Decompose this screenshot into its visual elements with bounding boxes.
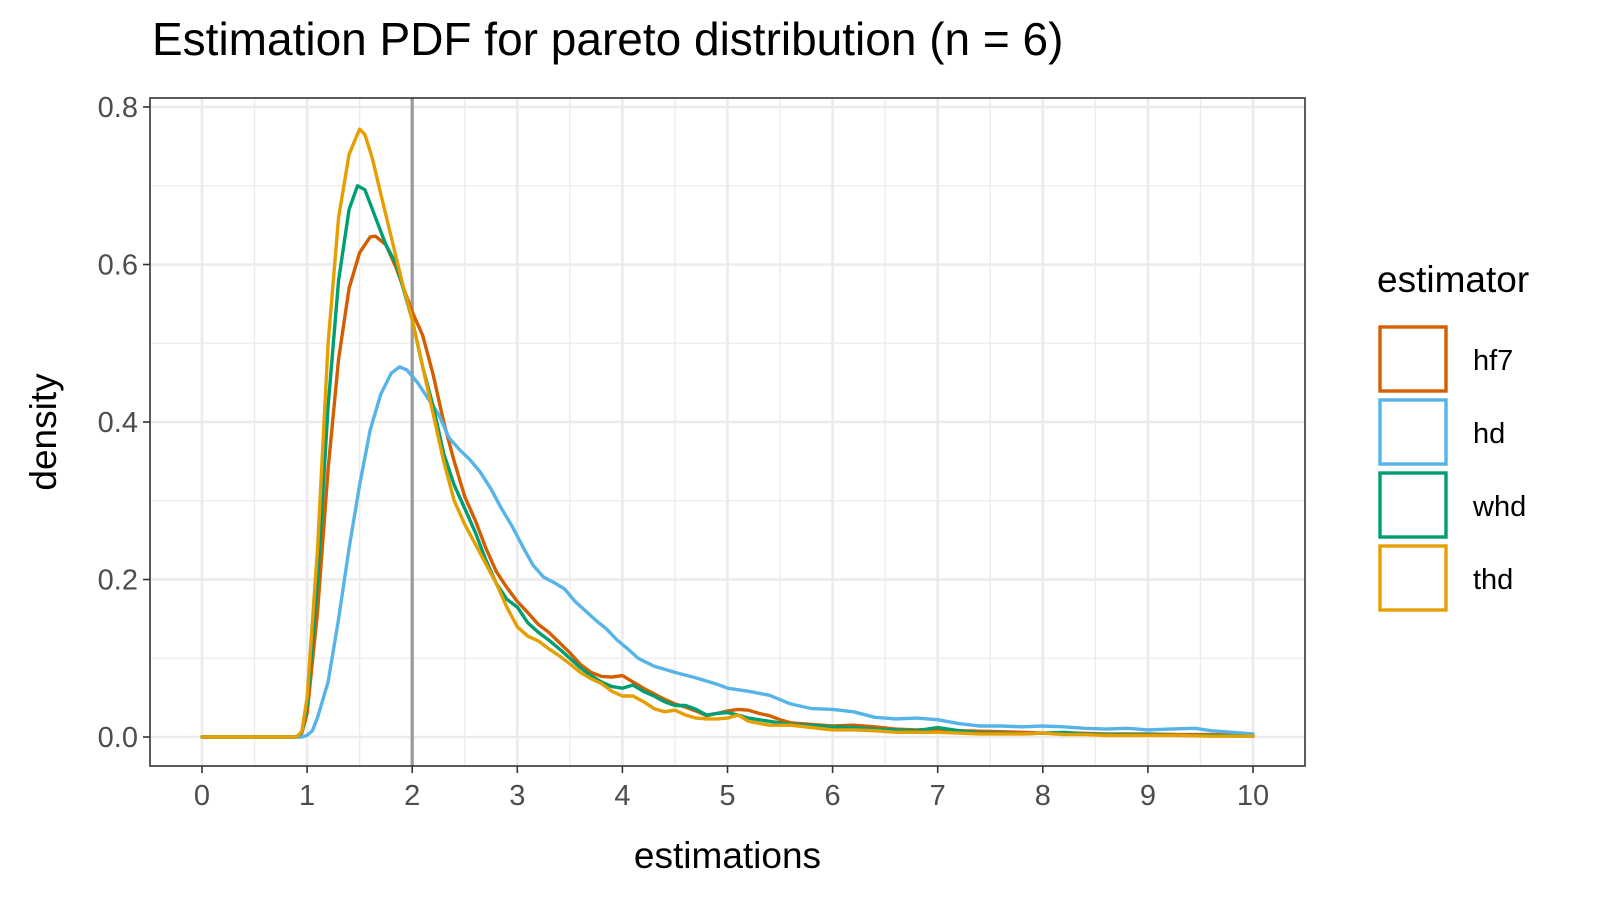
grid-layer xyxy=(150,98,1305,766)
series-line-hd xyxy=(200,365,1255,739)
x-tick-label: 10 xyxy=(1237,780,1269,812)
legend: estimator hf7 hd whd thd xyxy=(1377,259,1529,612)
legend-key-hf7 xyxy=(1378,325,1448,393)
legend-label-thd: thd xyxy=(1473,564,1513,596)
y-tick-label: 0.4 xyxy=(98,407,138,439)
series-layer xyxy=(200,127,1255,739)
series-line-thd xyxy=(200,127,1255,739)
x-tick-label: 6 xyxy=(825,780,841,812)
x-tick-label: 7 xyxy=(930,780,946,812)
y-tick-label: 0.8 xyxy=(98,92,138,124)
x-tick-label: 5 xyxy=(719,780,735,812)
x-axis-title: estimations xyxy=(634,835,821,876)
x-tick-label: 3 xyxy=(509,780,525,812)
x-tick-label: 4 xyxy=(614,780,630,812)
y-axis-title: density xyxy=(23,373,64,491)
x-tick-label: 1 xyxy=(299,780,315,812)
legend-label-whd: whd xyxy=(1472,491,1526,523)
legend-label-hf7: hf7 xyxy=(1473,345,1513,377)
legend-title: estimator xyxy=(1377,259,1529,300)
chart-title: Estimation PDF for pareto distribution (… xyxy=(152,13,1064,65)
x-tick-label: 8 xyxy=(1035,780,1051,812)
legend-key-whd xyxy=(1378,471,1448,539)
x-tick-label: 2 xyxy=(404,780,420,812)
y-tick-label: 0.6 xyxy=(98,250,138,282)
legend-key-hd xyxy=(1378,398,1448,466)
axes-layer: 0 1 2 3 4 5 6 7 8 9 10 0.0 0.2 0.4 0.6 0.8 estimations de… xyxy=(23,92,1306,876)
legend-key-thd xyxy=(1378,544,1448,612)
y-tick-label: 0.0 xyxy=(98,722,138,754)
x-tick-label: 0 xyxy=(194,780,210,812)
x-tick-label: 9 xyxy=(1140,780,1156,812)
series-line-whd xyxy=(200,184,1255,739)
y-tick-label: 0.2 xyxy=(98,565,138,597)
legend-label-hd: hd xyxy=(1473,418,1505,450)
